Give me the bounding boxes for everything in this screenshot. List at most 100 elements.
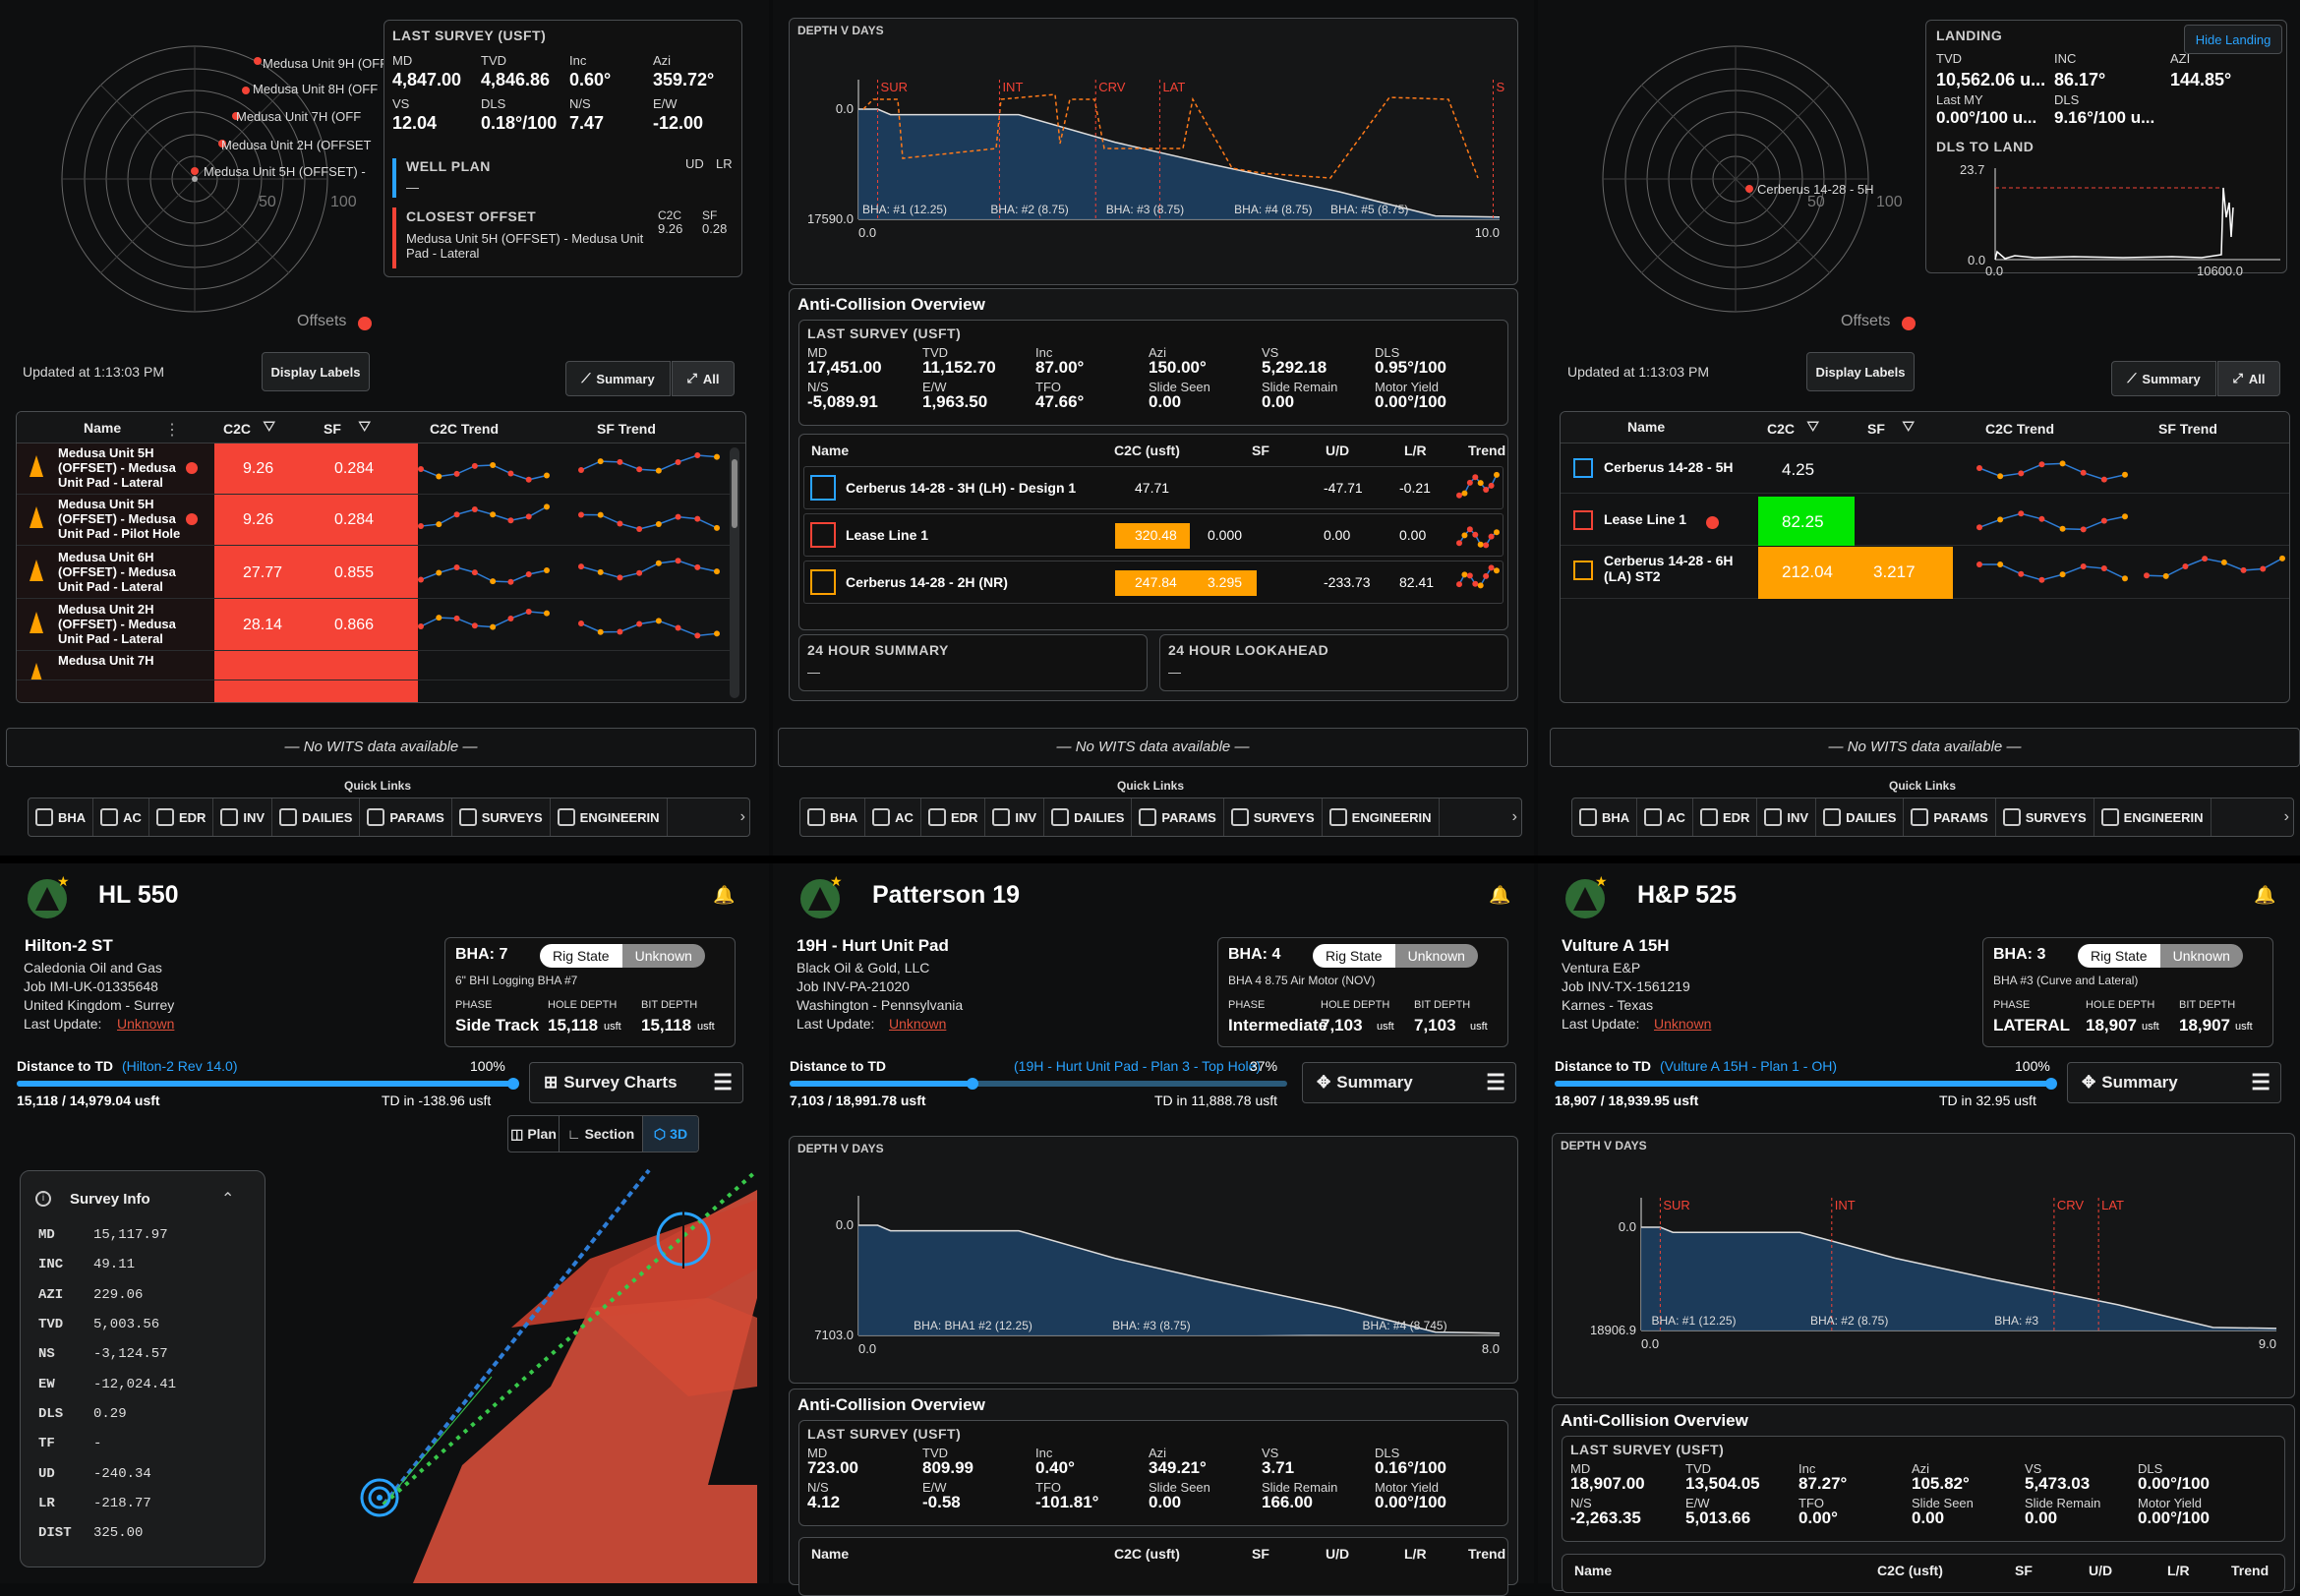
last-update-value[interactable]: Unknown (1654, 1016, 1712, 1032)
view-select-button[interactable]: ⊞ Survey Charts ☰ (529, 1062, 743, 1103)
quick-link-params[interactable]: PARAMS (1904, 798, 1996, 836)
quick-link-dailies[interactable]: DAILIES (272, 798, 361, 836)
bha-card: BHA: 7 Rig State Unknown 6" BHI Logging BHA… (444, 937, 736, 1047)
ring-label: 100 (1876, 194, 1903, 210)
offset-row[interactable]: Cerberus 14-28 - 5H 4.25 (1561, 444, 2289, 494)
summary-button[interactable]: ⟋ Summary (2111, 361, 2216, 396)
quick-link-ac[interactable]: AC (1637, 798, 1693, 836)
bha-label: BHA: BHA1 #2 (12.25) (914, 1319, 1032, 1332)
inc-value: 0.40° (1035, 1458, 1075, 1477)
offset-row[interactable]: Medusa Unit 5H (OFFSET) - Medusa Unit Pa… (17, 495, 730, 546)
offset-row[interactable]: Medusa Unit 6H (OFFSET) - Medusa Unit Pa… (17, 548, 730, 599)
vs-value: 12.04 (392, 113, 438, 133)
hamburger-menu-icon[interactable]: ☰ (713, 1070, 733, 1094)
bell-icon[interactable]: 🔔 (1489, 885, 1511, 905)
depth-v-days-card: DEPTH V DAYS SUR INT CRV LAT BHA: #1 (12.25)… (1552, 1133, 2295, 1398)
summary-button[interactable]: ⟋ Summary (565, 361, 671, 396)
last-update-value[interactable]: Unknown (117, 1016, 175, 1032)
quick-link-bha[interactable]: BHA (29, 798, 94, 836)
bell-icon[interactable]: 🔔 (2254, 885, 2276, 905)
chevron-right-icon[interactable]: › (1511, 808, 1517, 825)
plan-button[interactable]: ◫ Plan (508, 1116, 560, 1152)
c2c-value: 82.25 (1782, 512, 1824, 531)
quick-link-label: SURVEYS (481, 809, 543, 825)
quick-link-inv[interactable]: INV (1757, 798, 1817, 836)
quick-link-edr[interactable]: EDR (1693, 798, 1758, 836)
rig-state-toggle[interactable]: Rig State Unknown (540, 944, 705, 968)
3d-button[interactable]: ⬡ 3D (643, 1116, 698, 1152)
quick-link-bha[interactable]: BHA (800, 798, 866, 836)
rig-state-toggle[interactable]: Rig State Unknown (2078, 944, 2243, 968)
info-value: 229.06 (93, 1286, 144, 1303)
quick-link-edr[interactable]: EDR (149, 798, 214, 836)
quick-link-surveys[interactable]: SURVEYS (1996, 798, 2094, 836)
tfo-label: TFO (1035, 1480, 1061, 1495)
bell-icon[interactable]: 🔔 (713, 885, 736, 905)
all-button[interactable]: ⤢ All (2217, 361, 2280, 396)
quick-link-ac[interactable]: AC (865, 798, 921, 836)
display-labels-button[interactable]: Display Labels (1806, 352, 1915, 391)
loc-text: United Kingdom - Surrey (24, 997, 175, 1013)
rig-state-toggle[interactable]: Rig State Unknown (1313, 944, 1478, 968)
quick-link-engineerin[interactable]: ENGINEERIN (2094, 798, 2212, 836)
display-labels-button[interactable]: Display Labels (262, 352, 370, 391)
hide-landing-button[interactable]: Hide Landing (2184, 25, 2282, 54)
quick-link-edr[interactable]: EDR (921, 798, 986, 836)
lookahead-24h-value: — (1168, 665, 1181, 680)
view-select-button[interactable]: ✥ Summary ☰ (1302, 1062, 1516, 1103)
offset-row[interactable]: Medusa Unit 5H (OFFSET) - Medusa Unit Pa… (17, 443, 730, 495)
filter-icon[interactable]: ⛛ (1806, 419, 1820, 436)
filter-icon[interactable]: ⛛ (358, 419, 372, 436)
scrollbar[interactable] (730, 447, 739, 698)
bit-depth-label: BIT DEPTH (1414, 999, 1471, 1011)
ew-label: E/W (653, 96, 678, 111)
quick-link-ac[interactable]: AC (93, 798, 149, 836)
hamburger-menu-icon[interactable]: ☰ (1486, 1070, 1505, 1094)
offset-row[interactable]: Lease Line 1 82.25 (1561, 497, 2289, 546)
chevron-up-icon[interactable]: ⌃ (221, 1191, 235, 1208)
plan-link[interactable]: (Vulture A 15H - Plan 1 - OH) (1660, 1058, 1837, 1074)
offset-row[interactable]: Medusa Unit 7H (17, 651, 730, 680)
inc-value: 86.17° (2054, 70, 2106, 89)
chevron-right-icon[interactable]: › (2283, 808, 2289, 825)
offset-row[interactable]: Cerberus 14-28 - 6H (LA) ST2 212.04 3.217 (1561, 547, 2289, 599)
quick-link-dailies[interactable]: DAILIES (1816, 798, 1905, 836)
quick-link-params[interactable]: PARAMS (360, 798, 452, 836)
progress-thumb[interactable] (507, 1078, 519, 1090)
ac-row[interactable]: Lease Line 1 320.48 0.000 0.00 0.00 (803, 513, 1504, 557)
all-button[interactable]: ⤢ All (672, 361, 735, 396)
quick-link-engineerin[interactable]: ENGINEERIN (551, 798, 668, 836)
filter-icon[interactable]: ⛛ (263, 419, 276, 436)
quick-link-inv[interactable]: INV (213, 798, 273, 836)
ac-table: Name C2C (usft) SF U/D L/R Trend Cerberus 14-2… (798, 434, 1508, 630)
chevron-right-icon[interactable]: › (739, 808, 745, 825)
bha-icon (1579, 808, 1597, 826)
last-update-value[interactable]: Unknown (889, 1016, 947, 1032)
quick-link-inv[interactable]: INV (985, 798, 1045, 836)
offset-row[interactable]: Medusa Unit 2H (OFFSET) - Medusa Unit Pa… (17, 600, 730, 651)
quick-link-surveys[interactable]: SURVEYS (452, 798, 551, 836)
quick-link-params[interactable]: PARAMS (1132, 798, 1224, 836)
quick-link-bha[interactable]: BHA (1572, 798, 1638, 836)
plan-link[interactable]: (19H - Hurt Unit Pad - Plan 3 - Top Hole… (1014, 1058, 1262, 1074)
section-button[interactable]: ∟ Section (560, 1116, 643, 1152)
plan-link[interactable]: (Hilton-2 Rev 14.0) (122, 1058, 238, 1074)
rig-icon (29, 506, 43, 528)
ac-row[interactable]: Cerberus 14-28 - 3H (LH) - Design 1 47.71… (803, 466, 1504, 509)
ew-label: E/W (922, 380, 947, 394)
quick-link-dailies[interactable]: DAILIES (1044, 798, 1133, 836)
quick-link-engineerin[interactable]: ENGINEERIN (1323, 798, 1440, 836)
hamburger-menu-icon[interactable]: ☰ (2251, 1070, 2271, 1094)
ac-row[interactable]: Cerberus 14-28 - 2H (NR) 247.84 3.295 -233.… (803, 561, 1504, 604)
view-select-button[interactable]: ✥ Summary ☰ (2067, 1062, 2281, 1103)
filter-icon[interactable]: ⛛ (1902, 419, 1916, 436)
edr-icon (155, 808, 174, 826)
progress-thumb[interactable] (967, 1078, 979, 1090)
col-name: Name (1627, 419, 1666, 435)
info-value: 325.00 (93, 1525, 144, 1542)
quick-link-surveys[interactable]: SURVEYS (1224, 798, 1323, 836)
c2c-label: C2C (658, 208, 682, 222)
progress-thumb[interactable] (2045, 1078, 2057, 1090)
column-menu-icon[interactable]: ⋮ (164, 422, 180, 439)
sf-value: 3.217 (1873, 562, 1916, 581)
